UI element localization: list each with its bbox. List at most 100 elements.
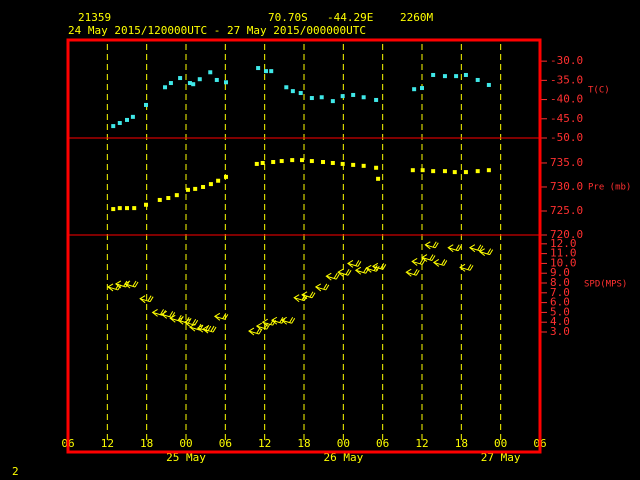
wind-arrow: [271, 316, 286, 325]
y-tick-label: 7.0: [550, 286, 570, 299]
data-point: [144, 102, 149, 107]
data-point: [197, 77, 202, 82]
data-point: [168, 81, 173, 86]
y-tick-label: 5.0: [550, 305, 570, 318]
data-point: [290, 158, 295, 163]
data-point: [486, 168, 491, 173]
data-point: [361, 163, 366, 168]
wind-arrow: [421, 254, 436, 262]
wind-arrow: [405, 268, 420, 277]
data-point: [263, 69, 268, 74]
data-point: [132, 206, 137, 211]
y-tick-label: 4.0: [550, 315, 570, 328]
data-point: [216, 178, 221, 183]
data-point: [442, 74, 447, 79]
data-point: [125, 117, 129, 122]
period: 24 May 2015/120000UTC - 27 May 2015/0000…: [68, 24, 366, 37]
data-point: [185, 187, 190, 192]
data-point: [269, 69, 274, 74]
wind-arrow: [255, 322, 271, 331]
wind-arrow: [196, 324, 212, 333]
data-point: [442, 169, 447, 174]
data-point: [254, 161, 259, 166]
data-point: [321, 160, 326, 165]
y-axis-label: T(C): [588, 86, 610, 96]
data-point: [300, 158, 305, 163]
wind-arrow: [447, 244, 462, 253]
wind-arrow: [124, 280, 139, 289]
y-tick-label: -40.0: [550, 93, 583, 106]
data-point: [290, 89, 295, 94]
x-tick-label: 18: [455, 437, 468, 450]
data-point: [330, 99, 335, 104]
y-tick-label: 725.0: [550, 204, 583, 217]
wind-arrow: [213, 312, 229, 321]
wind-arrow: [337, 268, 352, 277]
data-point: [223, 80, 228, 85]
data-point: [298, 91, 303, 96]
wind-arrow: [139, 295, 154, 304]
data-point: [351, 92, 356, 97]
wind-arrow: [280, 316, 296, 325]
data-point: [256, 66, 261, 71]
data-point: [111, 124, 116, 129]
wind-arrow: [293, 294, 308, 303]
x-tick-label: 18: [140, 437, 153, 450]
data-point: [271, 160, 276, 165]
data-point: [309, 96, 314, 101]
x-tick-label: 06: [376, 437, 389, 450]
page-number: 2: [12, 465, 19, 478]
data-point: [374, 97, 379, 102]
y-tick-label: -35.0: [550, 73, 583, 86]
data-point: [191, 82, 196, 87]
data-point: [178, 76, 183, 81]
day-label: 26 May: [323, 451, 363, 464]
y-tick-label: -50.0: [550, 131, 583, 144]
wind-arrow: [151, 308, 166, 317]
wind-arrow: [424, 241, 439, 250]
frame: [66, 38, 542, 454]
data-point: [330, 160, 335, 165]
data-point: [374, 165, 379, 170]
data-point: [125, 206, 129, 211]
x-tick-label: 00: [337, 437, 350, 450]
data-point: [208, 182, 213, 187]
wind-arrow: [160, 310, 176, 319]
day-label: 27 May: [481, 451, 521, 464]
x-tick-label: 12: [101, 437, 114, 450]
data-point: [486, 82, 491, 87]
y-tick-label: 10.0: [550, 256, 577, 269]
y-tick-label: 6.0: [550, 296, 570, 309]
wind-arrow: [411, 258, 426, 266]
y-tick-label: 720.0: [550, 228, 583, 241]
data-point: [157, 197, 162, 202]
y-tick-label: 3.0: [550, 325, 570, 338]
data-point: [208, 70, 213, 75]
wind-arrow: [354, 266, 370, 275]
wind-arrow: [202, 325, 217, 334]
data-point: [163, 85, 168, 90]
data-point: [144, 202, 149, 207]
wind-arrow: [301, 291, 316, 300]
day-label: 25 May: [166, 451, 206, 464]
y-tick-label: -45.0: [550, 112, 583, 125]
wind-arrow: [107, 283, 122, 292]
data-point: [214, 77, 219, 82]
wind-arrow: [169, 314, 184, 323]
wind-arrow: [468, 244, 484, 253]
y-tick-label: 9.0: [550, 266, 570, 279]
y-tick-label: -30.0: [550, 54, 583, 67]
data-point: [463, 72, 468, 77]
data-point: [463, 170, 468, 175]
data-point: [117, 206, 122, 211]
y-tick-label: 735.0: [550, 156, 583, 169]
wind-arrow: [261, 318, 277, 327]
y-tick-label: 8.0: [550, 276, 570, 289]
wind-arrow: [371, 262, 387, 271]
latitude: 70.70S: [268, 11, 308, 24]
wind-arrow: [478, 248, 494, 257]
